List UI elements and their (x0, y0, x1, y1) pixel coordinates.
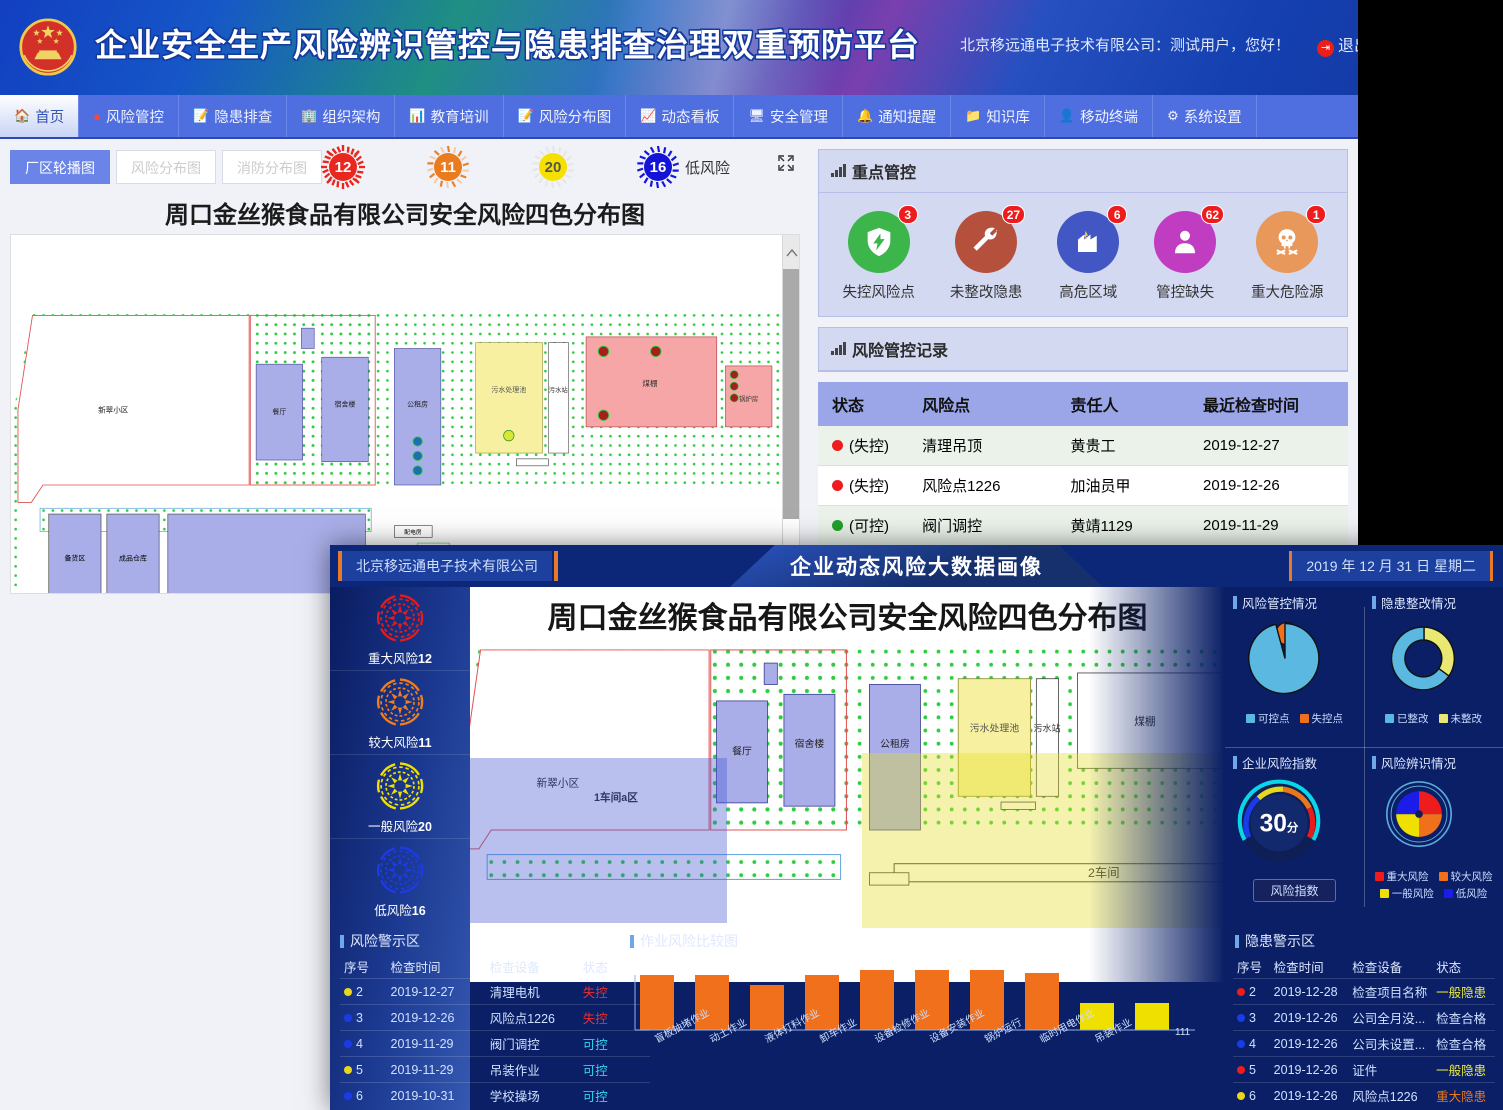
svg-text:111: 111 (1175, 1027, 1191, 1038)
svg-text:新翠小区: 新翠小区 (98, 404, 129, 414)
svg-text:16: 16 (650, 159, 667, 176)
svg-text:煤棚: 煤棚 (642, 378, 657, 388)
svg-text:污水站: 污水站 (1033, 722, 1060, 733)
svg-text:12: 12 (335, 159, 352, 176)
svg-text:污水处理池: 污水处理池 (970, 721, 1019, 734)
svg-text:20: 20 (545, 159, 562, 176)
svg-text:公租房: 公租房 (880, 737, 910, 750)
svg-text:煤棚: 煤棚 (1134, 715, 1155, 728)
svg-text:餐厅: 餐厅 (732, 744, 752, 757)
svg-text:11: 11 (440, 159, 456, 176)
svg-text:宿舍楼: 宿舍楼 (795, 737, 825, 750)
